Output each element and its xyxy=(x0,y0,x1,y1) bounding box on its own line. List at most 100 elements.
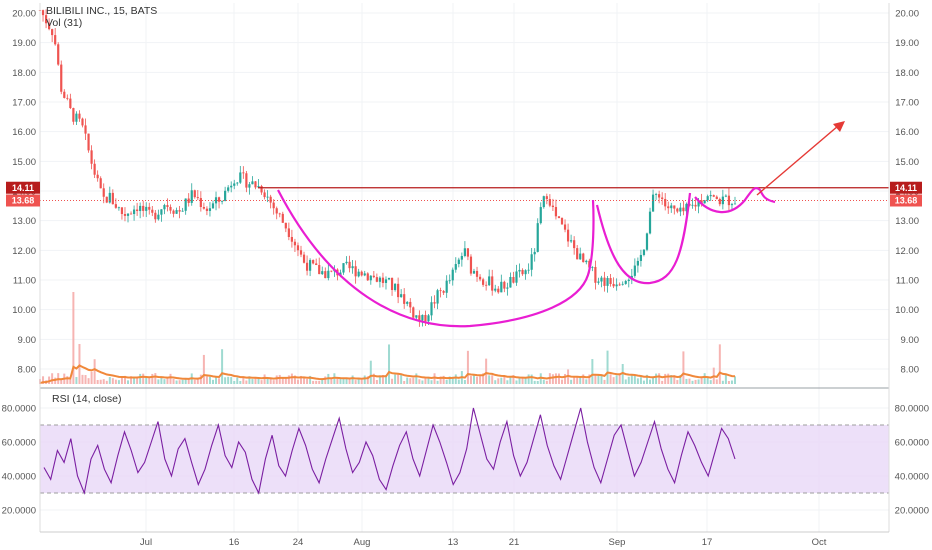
candle-body xyxy=(148,206,151,210)
candle-body xyxy=(621,283,624,285)
candle-body xyxy=(75,113,78,122)
volume-bar xyxy=(579,377,582,384)
volume-bar xyxy=(42,376,45,384)
volume-bar xyxy=(184,378,187,384)
candle-body xyxy=(670,205,673,209)
candle-body xyxy=(633,265,636,276)
candle-body xyxy=(257,186,260,188)
candle-body xyxy=(485,284,488,286)
volume-bar xyxy=(515,380,518,384)
volume-bar xyxy=(345,378,348,384)
volume-bar xyxy=(96,379,99,384)
volume-bar xyxy=(157,379,160,384)
candle-body xyxy=(673,205,676,209)
volume-bar xyxy=(151,373,154,384)
candle-body xyxy=(530,254,533,270)
candle-body xyxy=(694,204,697,207)
candle-body xyxy=(220,200,224,202)
volume-bar xyxy=(263,374,266,384)
candle-body xyxy=(393,283,397,290)
candle-body xyxy=(603,277,606,286)
volume-bar xyxy=(202,354,205,384)
candle-body xyxy=(114,204,117,208)
candle-body xyxy=(51,29,54,36)
candle-body xyxy=(99,178,102,189)
volume-bar xyxy=(406,377,409,384)
volume-bar xyxy=(205,376,208,384)
volume-bar xyxy=(642,380,645,384)
candle-body xyxy=(63,91,66,98)
volume-bar xyxy=(691,380,694,384)
volume-bar xyxy=(542,379,545,384)
candle-body xyxy=(706,196,709,201)
volume-bar xyxy=(479,376,482,384)
candle-body xyxy=(524,270,527,275)
volume-bar xyxy=(448,376,451,384)
volume-bar xyxy=(706,377,709,384)
candle-body xyxy=(651,194,655,212)
candle-body xyxy=(354,266,357,277)
candle-body xyxy=(654,194,658,195)
candle-body xyxy=(712,195,715,197)
volume-bar xyxy=(296,379,299,384)
volume-bar xyxy=(530,374,533,384)
candle-body xyxy=(227,187,230,191)
price-badge-right xyxy=(890,181,922,194)
volume-bar xyxy=(415,373,418,384)
price-tick-label: 15.00 xyxy=(895,157,919,168)
candle-body xyxy=(460,256,463,260)
volume-bar xyxy=(381,374,384,384)
volume-bar xyxy=(500,377,503,384)
handle-curve xyxy=(694,186,776,214)
volume-bar xyxy=(108,377,111,384)
rsi-band xyxy=(40,425,889,493)
volume-bar xyxy=(536,380,539,384)
candle-body xyxy=(90,150,93,164)
volume-bar xyxy=(315,380,318,384)
volume-bar xyxy=(676,380,679,384)
volume-bar xyxy=(573,377,576,384)
candle-body xyxy=(606,278,609,286)
price-badge-label: 13.68 xyxy=(12,196,35,206)
volume-bar xyxy=(266,378,269,384)
candle-body xyxy=(305,262,309,271)
candle-body xyxy=(551,205,555,208)
candle-body xyxy=(667,206,670,209)
breakout-arrowhead xyxy=(833,121,845,132)
candle-body xyxy=(403,294,406,304)
volume-bar xyxy=(127,380,130,384)
candle-body xyxy=(445,280,448,293)
volume-bar xyxy=(69,379,72,384)
candle-body xyxy=(697,200,700,207)
volume-bar xyxy=(224,377,227,384)
candle-body xyxy=(142,205,145,211)
candle-body xyxy=(472,270,476,274)
candle-body xyxy=(145,206,148,211)
candle-body xyxy=(348,261,351,269)
candle-body xyxy=(117,207,121,209)
volume-bar xyxy=(664,373,667,384)
time-axis: Jul 16 24 Aug 13 21 Sep 17 Oct xyxy=(140,537,827,548)
volume-bar xyxy=(430,380,433,384)
volume-bar xyxy=(591,359,594,384)
volume-bar xyxy=(215,377,218,384)
volume-bar xyxy=(600,375,603,384)
candle-body xyxy=(299,250,303,255)
candle-body xyxy=(733,203,737,205)
candle-body xyxy=(448,280,451,282)
candle-body xyxy=(181,210,184,212)
volume-bar xyxy=(366,376,369,384)
volume-bar xyxy=(93,359,96,384)
candle-body xyxy=(48,23,51,30)
candle-body xyxy=(727,195,731,206)
price-tick-label: 13.00 xyxy=(12,216,36,227)
price-tick-label: 10.00 xyxy=(12,305,36,316)
candle-body xyxy=(497,288,500,293)
volume-bar xyxy=(336,378,339,384)
price-axis-left: 20.0019.0018.0017.0016.0015.0014.0013.00… xyxy=(12,9,36,376)
candle-body xyxy=(691,204,694,206)
volume-bar xyxy=(734,376,736,384)
candle-body xyxy=(676,208,679,212)
candle-body xyxy=(545,196,548,200)
